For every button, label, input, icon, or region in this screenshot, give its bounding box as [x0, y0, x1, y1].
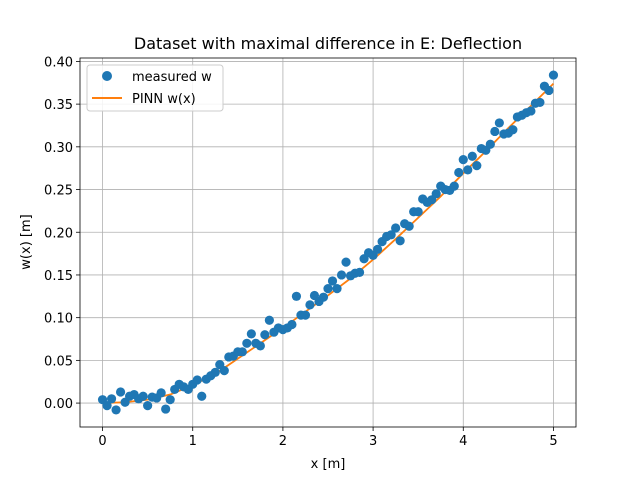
data-point-measured-w	[106, 394, 117, 404]
data-point-measured-w	[386, 230, 396, 240]
data-point-measured-w	[391, 223, 401, 233]
data-point-measured-w	[192, 375, 202, 385]
data-point-measured-w	[242, 338, 252, 348]
data-point-measured-w	[354, 267, 365, 277]
y-tick-label: 0.10	[44, 312, 73, 327]
y-tick-label: 0.00	[44, 397, 73, 412]
data-point-measured-w	[341, 257, 351, 267]
legend-box	[86, 64, 224, 112]
x-axis-label: x [m]	[311, 457, 346, 472]
data-point-measured-w	[264, 315, 274, 325]
plot-area-frame	[79, 57, 577, 428]
y-tick-label: 0.05	[44, 354, 73, 369]
x-tick-label: 3	[369, 434, 377, 449]
data-point-measured-w	[197, 391, 207, 401]
data-point-measured-w	[111, 405, 121, 415]
data-point-measured-w	[548, 70, 559, 80]
data-point-measured-w	[260, 330, 270, 340]
data-point-measured-w	[332, 284, 342, 294]
data-point-measured-w	[449, 181, 459, 191]
y-tick-label: 0.40	[44, 55, 73, 70]
data-point-measured-w	[161, 404, 171, 414]
data-point-measured-w	[102, 401, 112, 411]
data-point-measured-w	[431, 189, 441, 199]
y-tick-label: 0.15	[44, 269, 73, 284]
series-points	[97, 70, 559, 415]
data-point-measured-w	[323, 284, 333, 294]
legend-label-measured-w: measured w	[132, 70, 212, 85]
data-point-measured-w	[544, 85, 554, 96]
data-point-measured-w	[246, 329, 256, 339]
data-point-measured-w	[219, 366, 229, 376]
x-tick-label: 5	[549, 434, 557, 449]
grid	[80, 58, 576, 427]
data-point-measured-w	[291, 291, 302, 301]
data-point-measured-w	[255, 341, 265, 351]
data-point-measured-w	[535, 97, 545, 108]
data-point-measured-w	[237, 347, 247, 357]
data-point-measured-w	[318, 292, 329, 302]
y-tick-label: 0.25	[44, 184, 73, 199]
data-point-measured-w	[508, 125, 518, 135]
data-point-measured-w	[458, 155, 468, 165]
data-point-measured-w	[490, 126, 500, 137]
data-point-measured-w	[210, 367, 220, 377]
data-point-measured-w	[143, 401, 153, 411]
data-point-measured-w	[336, 270, 347, 280]
data-point-measured-w	[463, 165, 473, 175]
data-point-measured-w	[327, 276, 338, 286]
legend-marker-measured-w	[102, 71, 112, 81]
legend-label-pinn: PINN w(x)	[132, 92, 196, 107]
y-axis-label: w(x) [m]	[19, 214, 34, 269]
data-point-measured-w	[413, 207, 423, 217]
data-point-measured-w	[454, 167, 464, 178]
legend: measured w PINN w(x)	[86, 64, 224, 112]
y-tick-label: 0.30	[44, 141, 73, 156]
data-point-measured-w	[156, 388, 166, 398]
axis-ticks: 0 1 2 3 4 5 0.00 0.05 0.10 0.15 0.20 0.25 0.30 0.35 0.…	[44, 55, 558, 449]
data-point-measured-w	[395, 236, 405, 246]
data-point-measured-w	[138, 391, 148, 401]
data-point-measured-w	[300, 310, 311, 320]
data-point-measured-w	[165, 395, 175, 405]
y-tick-label: 0.35	[44, 98, 73, 113]
data-point-measured-w	[467, 151, 477, 161]
y-tick-label: 0.20	[44, 226, 73, 241]
x-tick-label: 2	[279, 434, 287, 449]
data-point-measured-w	[472, 161, 482, 171]
x-tick-label: 1	[189, 434, 197, 449]
data-point-measured-w	[115, 387, 126, 397]
data-point-measured-w	[404, 221, 414, 231]
chart-title: Dataset with maximal difference in E: De…	[134, 34, 522, 53]
x-tick-label: 0	[98, 434, 106, 449]
data-point-measured-w	[485, 139, 495, 149]
data-point-measured-w	[494, 118, 504, 128]
data-point-measured-w	[373, 244, 383, 254]
data-point-measured-w	[305, 300, 315, 310]
x-tick-label: 4	[459, 434, 467, 449]
data-point-measured-w	[287, 319, 297, 330]
data-point-measured-w	[526, 106, 536, 116]
